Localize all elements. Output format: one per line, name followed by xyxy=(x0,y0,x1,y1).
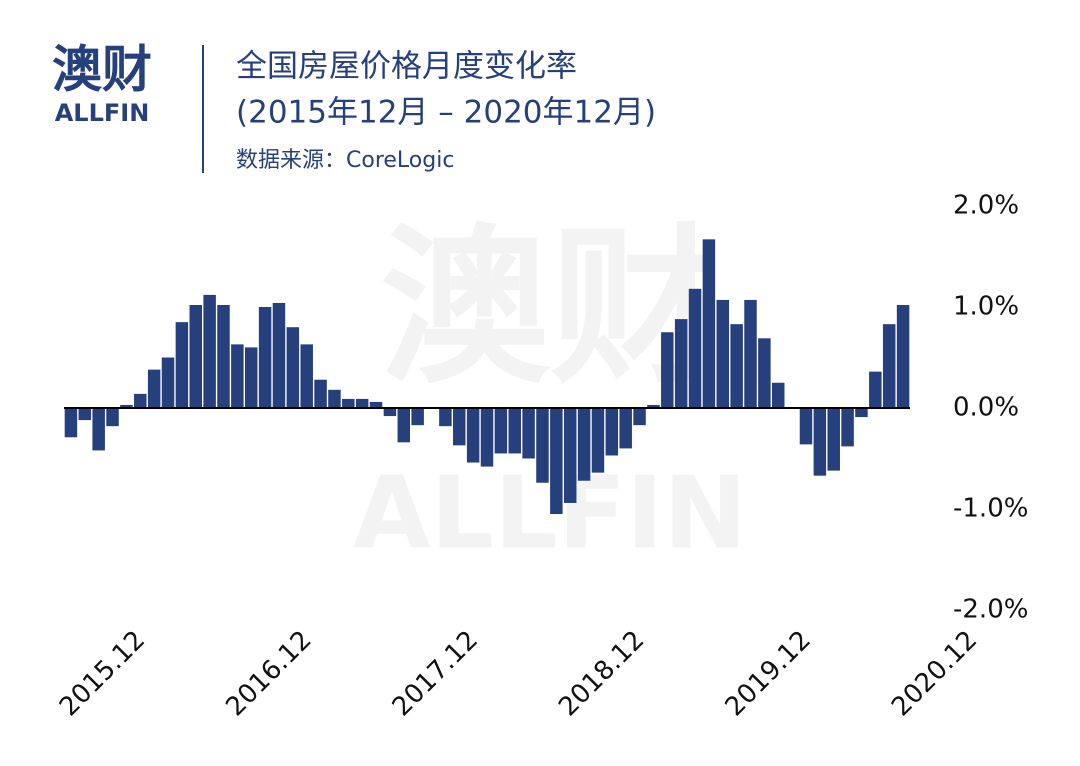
watermark-brand: ALLFIN xyxy=(353,454,747,571)
x-tick-label: 2019.12 xyxy=(720,625,817,722)
bar xyxy=(882,324,896,408)
bar xyxy=(661,332,674,408)
bar xyxy=(411,408,424,426)
bar xyxy=(647,404,660,408)
bar xyxy=(383,408,397,417)
bar xyxy=(716,299,730,408)
chart-title: 全国房屋价格月度变化率 xyxy=(236,49,577,85)
bar xyxy=(688,288,702,408)
bar xyxy=(633,408,646,426)
bar xyxy=(494,408,508,454)
bar xyxy=(466,408,480,463)
y-tick-label: 1.0% xyxy=(953,292,1019,322)
bar xyxy=(577,408,591,481)
bar xyxy=(619,408,632,449)
chart-subtitle: (2015年12月 – 2020年12月) xyxy=(236,95,656,131)
bar xyxy=(674,319,688,408)
bar xyxy=(799,408,813,445)
bar xyxy=(161,357,175,408)
bar xyxy=(827,408,840,471)
bar xyxy=(702,239,716,408)
source: 数据来源：CoreLogic xyxy=(236,148,454,173)
y-tick-label: -1.0% xyxy=(953,494,1028,524)
bar xyxy=(522,408,535,459)
logo-brand: ALLFIN xyxy=(55,99,150,127)
bar xyxy=(480,408,494,467)
x-tick-label: 2020.12 xyxy=(886,625,983,722)
bar xyxy=(314,379,327,408)
bar xyxy=(758,338,771,408)
bar xyxy=(64,408,78,438)
bar xyxy=(120,404,133,408)
bar xyxy=(78,408,92,421)
bar xyxy=(453,408,466,446)
bar xyxy=(175,322,189,408)
bar xyxy=(300,344,313,408)
bar xyxy=(563,408,577,503)
bar xyxy=(841,408,854,447)
bar xyxy=(605,408,619,456)
bar xyxy=(591,408,605,473)
bar xyxy=(855,408,868,418)
x-tick-label: 2018.12 xyxy=(553,625,650,722)
bar xyxy=(744,299,757,408)
y-tick-label: -2.0% xyxy=(953,595,1028,625)
bar xyxy=(730,324,743,408)
bar xyxy=(189,304,202,408)
y-tick-label: 2.0% xyxy=(953,191,1019,221)
bar xyxy=(369,401,383,408)
bar xyxy=(342,398,355,408)
x-tick-label: 2015.12 xyxy=(54,625,151,722)
bar xyxy=(92,408,105,451)
bar xyxy=(813,408,827,476)
bar xyxy=(147,369,161,408)
y-tick-label: 0.0% xyxy=(953,393,1019,423)
bar xyxy=(536,408,549,483)
bar xyxy=(217,304,230,408)
bar xyxy=(258,307,272,408)
bar xyxy=(328,389,341,408)
bar xyxy=(508,408,521,454)
x-tick-label: 2017.12 xyxy=(387,625,484,722)
logo-name: 澳财 xyxy=(52,41,152,99)
bar xyxy=(397,408,411,443)
bar xyxy=(439,408,452,427)
bar xyxy=(244,347,258,408)
bar xyxy=(772,382,785,408)
bar xyxy=(355,398,369,408)
bar xyxy=(869,371,882,408)
bar xyxy=(272,302,286,408)
bar xyxy=(286,327,300,408)
bar xyxy=(134,393,147,408)
x-tick-label: 2016.12 xyxy=(220,625,317,722)
bar xyxy=(106,408,119,427)
bar xyxy=(203,294,216,408)
bar xyxy=(550,408,563,515)
bar xyxy=(896,304,910,408)
bar xyxy=(231,344,244,408)
